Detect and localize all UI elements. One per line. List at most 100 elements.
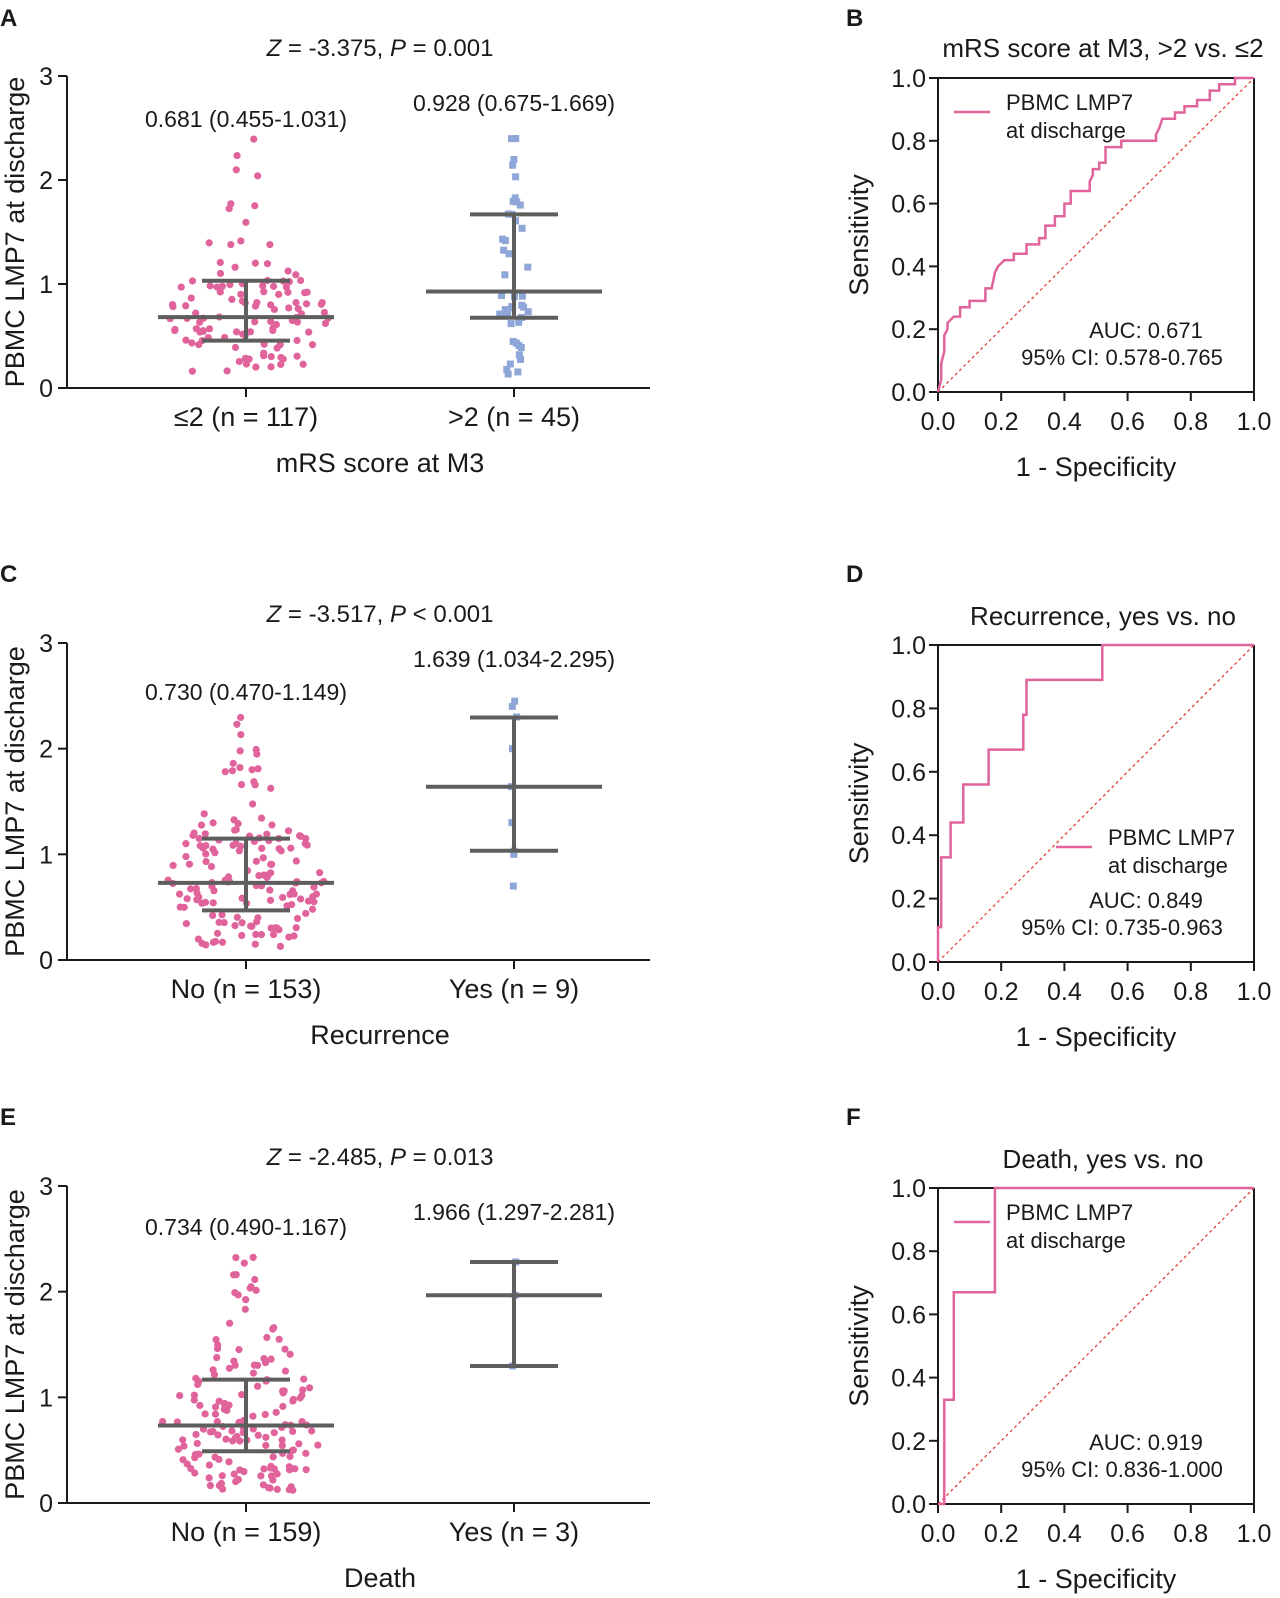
- x-tick-label: 0.0: [921, 408, 956, 436]
- y-tick-label: 2: [39, 1279, 53, 1307]
- data-point: [206, 282, 214, 290]
- data-point: [499, 235, 507, 243]
- x-tick-label: 0.6: [1110, 408, 1145, 436]
- data-point: [308, 341, 317, 349]
- data-point: [292, 857, 300, 865]
- data-point: [297, 895, 305, 903]
- data-point: [520, 303, 528, 311]
- data-point: [176, 1391, 184, 1400]
- data-point: [501, 306, 509, 314]
- x-category-label: No (n = 153): [171, 974, 322, 1004]
- data-point: [241, 354, 250, 362]
- data-point: [512, 135, 520, 143]
- data-point: [188, 339, 196, 347]
- y-axis-label: Sensitivity: [844, 1285, 874, 1407]
- data-point: [266, 896, 275, 904]
- x-tick-label: 0.4: [1047, 408, 1082, 436]
- data-point: [289, 1395, 297, 1404]
- data-point: [515, 351, 523, 359]
- data-point: [298, 1391, 306, 1400]
- roc-title: Recurrence, yes vs. no: [970, 601, 1236, 631]
- stat-part: < 0.001: [406, 601, 493, 628]
- data-point: [270, 1429, 278, 1437]
- data-point: [182, 336, 190, 344]
- y-tick-label: 0.8: [891, 695, 926, 723]
- auc-label: AUC: 0.919: [1089, 1430, 1203, 1455]
- data-point: [259, 854, 267, 862]
- data-point: [210, 1370, 219, 1379]
- y-axis-label: PBMC LMP7 at discharge: [0, 646, 30, 957]
- data-point: [273, 1485, 281, 1494]
- data-point: [511, 194, 519, 202]
- data-point: [509, 197, 517, 205]
- stat-part: = -3.375,: [281, 35, 390, 62]
- y-tick-label: 0: [39, 1490, 53, 1518]
- y-tick-label: 0.8: [891, 1238, 926, 1266]
- x-tick-label: 0.2: [984, 408, 1019, 436]
- data-point: [524, 308, 532, 316]
- data-point: [281, 1345, 289, 1353]
- stat-part: = 0.001: [406, 35, 493, 62]
- data-point: [501, 271, 509, 279]
- y-tick-label: 0.6: [891, 759, 926, 787]
- data-point: [277, 847, 285, 855]
- data-point: [218, 938, 227, 946]
- y-tick-label: 0: [39, 375, 53, 403]
- data-point: [270, 305, 278, 314]
- data-point: [267, 363, 275, 371]
- data-point: [292, 299, 300, 307]
- data-point: [505, 250, 513, 258]
- data-point: [182, 920, 190, 928]
- data-point: [236, 747, 244, 755]
- data-point: [220, 1405, 228, 1413]
- panel-letter: C: [0, 561, 17, 588]
- x-axis-label: mRS score at M3: [276, 448, 485, 478]
- data-point: [188, 277, 197, 285]
- data-point: [512, 339, 520, 347]
- data-point: [211, 1410, 220, 1418]
- data-point: [192, 309, 200, 317]
- data-point: [200, 810, 208, 818]
- data-point: [514, 368, 522, 376]
- data-point: [263, 260, 272, 268]
- data-point: [508, 135, 516, 143]
- data-point: [286, 1452, 294, 1461]
- data-point: [187, 885, 195, 893]
- data-point: [232, 328, 241, 336]
- y-tick-label: 0.6: [891, 1301, 926, 1329]
- data-point: [225, 1364, 234, 1372]
- data-point: [201, 1410, 209, 1418]
- data-point: [185, 860, 194, 868]
- stat-part: P: [390, 1144, 406, 1171]
- y-tick-label: 0.2: [891, 316, 926, 344]
- data-point: [177, 283, 185, 291]
- y-tick-label: 2: [39, 167, 53, 195]
- stat-part: Z: [266, 35, 283, 62]
- data-point: [233, 1432, 241, 1441]
- data-point: [316, 869, 324, 877]
- data-point: [206, 1481, 214, 1490]
- data-point: [249, 1369, 258, 1377]
- data-point: [278, 1442, 286, 1450]
- data-point: [254, 172, 262, 180]
- data-point: [221, 768, 229, 776]
- data-point: [209, 911, 217, 920]
- data-point: [508, 819, 516, 827]
- stat-part: P: [390, 35, 406, 62]
- data-point: [509, 882, 517, 890]
- data-point: [192, 325, 200, 333]
- data-point: [293, 336, 301, 345]
- data-point: [305, 1384, 314, 1392]
- data-point: [227, 240, 235, 249]
- y-tick-label: 1: [39, 841, 53, 869]
- roc-curve: [936, 76, 1254, 393]
- data-point: [267, 784, 275, 792]
- data-point: [269, 282, 278, 290]
- stat-part: Z: [266, 601, 283, 628]
- data-point: [218, 1472, 226, 1480]
- data-point: [515, 318, 523, 326]
- x-tick-label: 0.0: [921, 978, 956, 1006]
- data-point: [508, 702, 516, 710]
- data-point: [215, 1455, 223, 1464]
